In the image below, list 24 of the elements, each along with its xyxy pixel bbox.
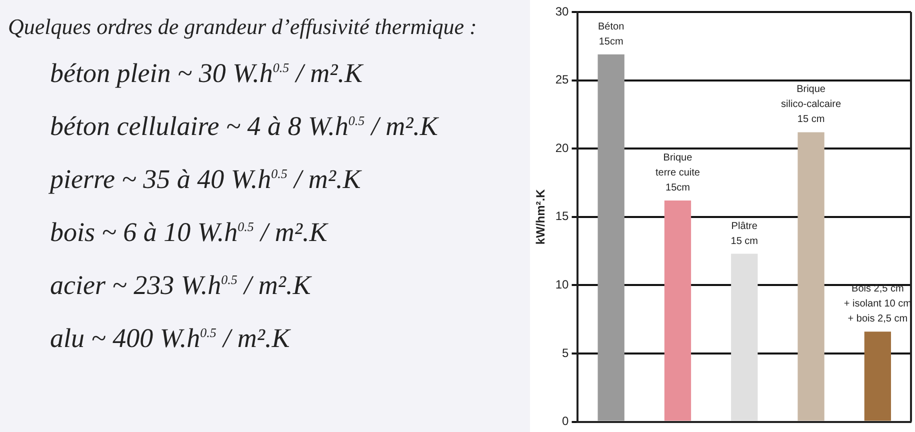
bar: [798, 132, 824, 421]
x-tick-label: Brique silico-calcaire 15 cm: [781, 84, 842, 126]
text: pierre ~ 35 à 40 W.h$^{0.5}$ / m².K: [50, 163, 363, 196]
x-tick-label: Plâtre 15 cm: [730, 220, 758, 247]
text: alu ~ 400 W.h$^{0.5}$ / m².K: [50, 322, 292, 355]
text: acier ~ 233 W.h$^{0.5}$ / m².K: [50, 269, 313, 302]
y-tick-label: 15: [555, 209, 570, 224]
text: Quelques ordres de grandeur d’effusivité thermique :: [8, 14, 478, 40]
y-tick-label: 10: [555, 278, 570, 292]
x-tick-label: Brique terre cuite 15cm: [655, 152, 700, 194]
x-tick-label: Béton 15cm: [598, 21, 624, 48]
y-tick-label: 0: [562, 414, 570, 428]
text: béton plein ~ 30 W.h$^{0.5}$ / m².K: [50, 57, 365, 90]
bar: [864, 332, 892, 421]
y-axis-title: kW/hm².K: [534, 188, 548, 245]
bar: [664, 200, 692, 421]
y-tick-label: 5: [562, 346, 570, 360]
text: bois ~ 6 à 10 W.h$^{0.5}$ / m².K: [50, 216, 330, 249]
y-tick-label: 25: [555, 72, 570, 87]
bar: [731, 254, 758, 421]
y-tick-label: 30: [555, 4, 570, 18]
y-tick-label: 20: [555, 140, 570, 155]
bar: [598, 54, 624, 421]
text: béton cellulaire ~ 4 à 8 W.h$^{0.5}$ / m².K: [50, 110, 440, 143]
